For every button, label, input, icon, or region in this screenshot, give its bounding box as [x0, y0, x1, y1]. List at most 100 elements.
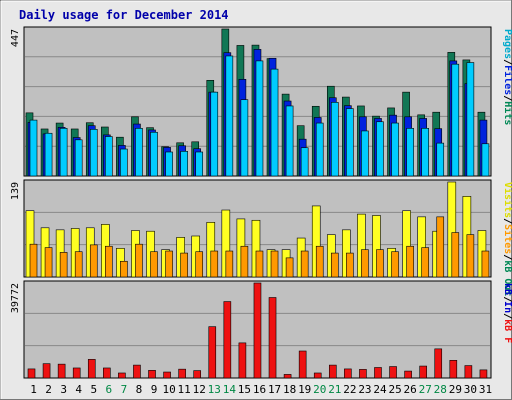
x-tick-label: 2	[45, 383, 52, 396]
sites-bar	[421, 247, 429, 278]
sites-bar	[74, 251, 83, 278]
x-tick-label: 14	[223, 383, 237, 396]
sites-bar	[406, 245, 414, 278]
x-tick-label: 29	[449, 383, 462, 396]
pages-bar	[481, 143, 490, 177]
legend-entry: /	[502, 313, 512, 319]
svg-text:Visits/Sites/kB Out/: Visits/Sites/kB Out/	[502, 182, 512, 302]
kbf-bar	[178, 368, 186, 379]
sites-bar	[451, 232, 460, 278]
kbf-bar	[87, 359, 96, 379]
kbf-bar	[103, 367, 111, 379]
kbf-bar	[208, 326, 217, 379]
svg-text:Pages/Files/Hits: Pages/Files/Hits	[502, 29, 512, 125]
legend-pages-files-hits: Pages/Files/Hits	[502, 29, 512, 125]
sites-bar	[29, 243, 38, 278]
sites-bar	[89, 244, 98, 278]
kbf-bar	[148, 370, 156, 379]
x-tick-label: 20	[313, 383, 326, 396]
x-axis-day-labels: 1 2 3 4 5 6 7 8 9 10 11 12 13 14 15 16 17 18 19 20 21 22 23 24 2…	[30, 383, 492, 396]
x-tick-label: 17	[268, 383, 281, 396]
pages-bar	[105, 136, 113, 177]
x-tick-label: 1	[30, 383, 37, 396]
pages-bar	[466, 62, 475, 177]
pages-bar	[270, 68, 279, 177]
x-tick-label: 23	[358, 383, 371, 396]
sites-bar	[330, 252, 339, 278]
x-tick-label: 25	[388, 383, 401, 396]
sites-bar	[285, 257, 294, 278]
kbf-bar	[419, 365, 427, 379]
y-max-label-bottom: 39772	[10, 283, 21, 313]
pages-bar	[330, 102, 339, 177]
svg-text:kB In/kB F: kB In/kB F	[502, 283, 512, 343]
pages-bar	[406, 128, 414, 177]
x-tick-label: 27	[419, 383, 432, 396]
legend-entry: /	[502, 95, 512, 101]
x-tick-label: 31	[479, 383, 492, 396]
kbf-bar	[193, 370, 202, 379]
sites-bar	[44, 247, 53, 278]
kbf-bar	[449, 360, 458, 379]
y-max-label-top: 447	[10, 29, 21, 47]
pages-bar	[195, 151, 204, 177]
x-tick-label: 19	[298, 383, 311, 396]
sites-bar	[150, 251, 158, 278]
kbf-bar	[479, 369, 488, 379]
x-tick-label: 11	[178, 383, 191, 396]
sites-bar	[270, 250, 279, 278]
sites-bar	[481, 250, 490, 278]
sites-bar	[165, 250, 173, 278]
sites-bar	[300, 250, 309, 278]
sites-bar	[436, 216, 445, 278]
legend-visits-sites: Visits/Sites/kB Out/	[502, 182, 512, 302]
kbf-bar	[359, 369, 367, 379]
kbf-bar	[72, 367, 81, 379]
pages-bar	[180, 151, 188, 177]
sites-bar	[240, 245, 249, 278]
legend-entry: Visits	[502, 182, 512, 218]
y-max-label-middle: 139	[10, 182, 21, 200]
x-tick-label: 7	[121, 383, 128, 396]
pages-bar	[361, 130, 369, 177]
pages-bar	[436, 142, 445, 177]
x-tick-label: 3	[60, 383, 67, 396]
pages-bar	[346, 108, 354, 177]
pages-bar	[59, 128, 68, 177]
x-tick-label: 30	[464, 383, 477, 396]
legend-entry: Sites	[502, 224, 512, 254]
legend-entry: Files	[502, 65, 512, 95]
sites-bar	[210, 250, 219, 278]
kbf-bar	[344, 368, 352, 379]
legend-entry: kB F	[502, 319, 512, 343]
pages-bar	[165, 151, 173, 177]
kbf-bar	[389, 366, 397, 379]
pages-bar	[451, 63, 460, 177]
pages-bar	[150, 131, 158, 177]
pages-bar	[391, 122, 399, 177]
pages-bar	[315, 122, 324, 177]
sites-bar	[315, 245, 324, 278]
pages-bar	[74, 139, 83, 177]
kbf-bar	[238, 342, 247, 379]
kbf-bar	[434, 348, 443, 379]
kbf-bar	[464, 365, 473, 379]
x-tick-label: 9	[151, 383, 158, 396]
sites-bar	[105, 245, 113, 278]
pages-bar	[120, 148, 128, 177]
x-tick-label: 4	[75, 383, 82, 396]
sites-bar	[120, 260, 128, 278]
pages-bar	[44, 132, 53, 177]
legend-entry: Hits	[502, 101, 512, 125]
legend-entry: kB In	[502, 283, 512, 313]
sites-bar	[59, 252, 68, 278]
sites-bar	[255, 250, 264, 278]
sites-bar	[180, 252, 188, 278]
chart-title: Daily usage for December 2014	[19, 8, 229, 22]
x-tick-label: 26	[404, 383, 417, 396]
pages-bar	[29, 119, 38, 177]
pages-bar	[376, 121, 384, 177]
pages-bar	[300, 147, 309, 177]
kbf-bar	[223, 301, 232, 379]
kbf-bar	[313, 372, 322, 379]
